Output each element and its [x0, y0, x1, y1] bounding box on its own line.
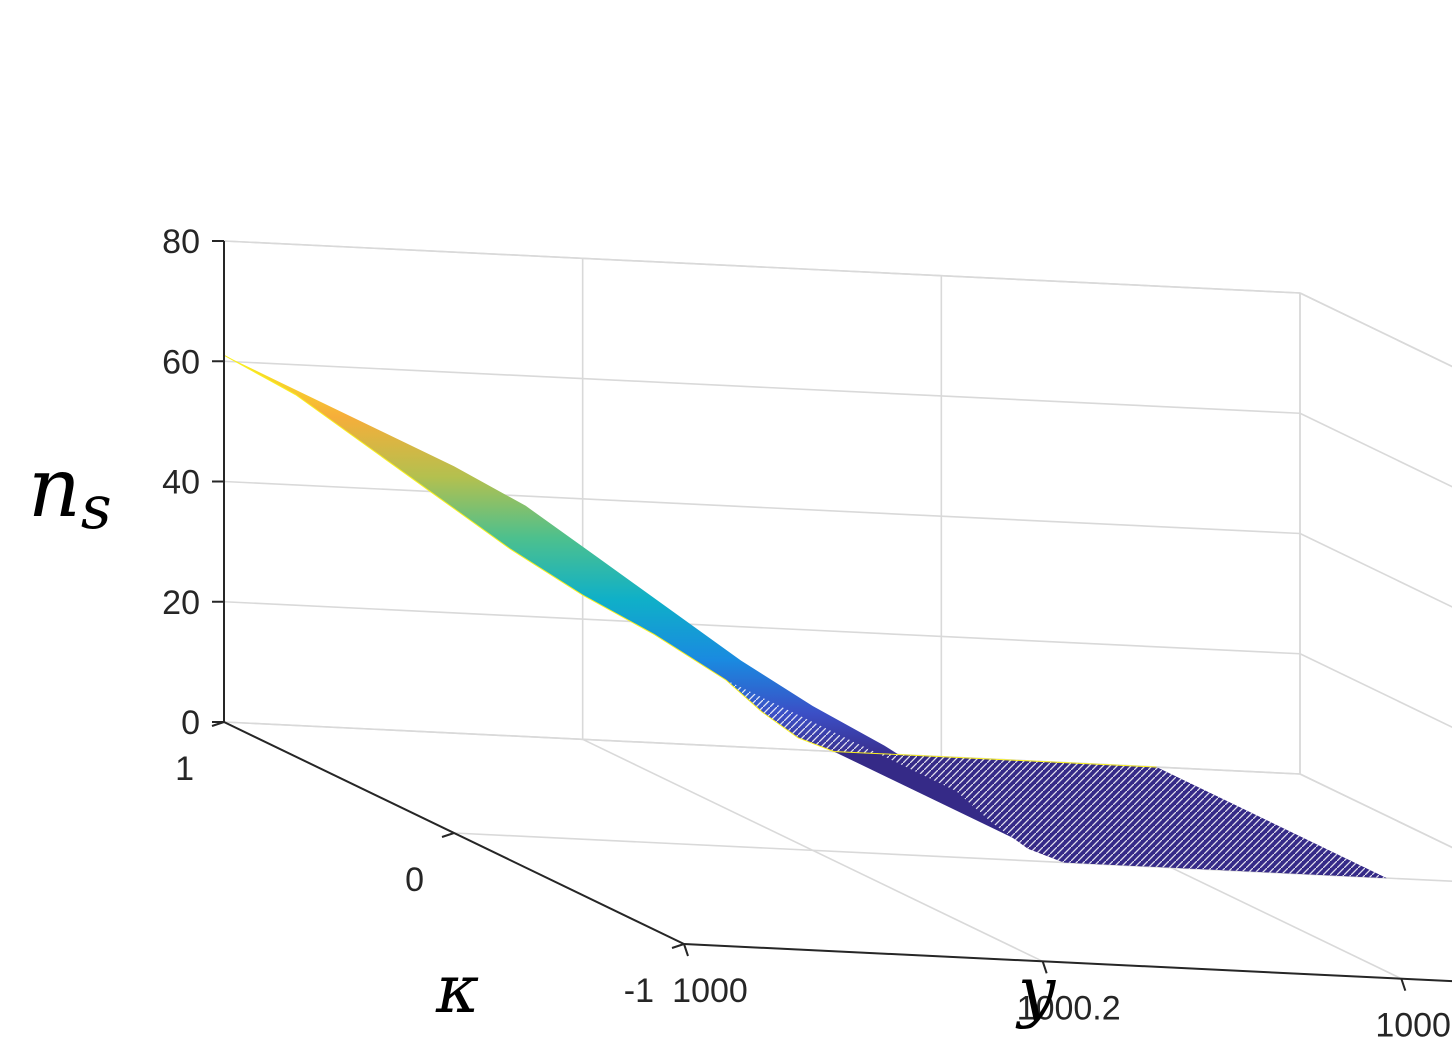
- box-edge: [223, 240, 1301, 294]
- z-tick-label: 40: [162, 464, 200, 502]
- y-tick-mark: [1041, 961, 1048, 974]
- surface: [223, 354, 1387, 879]
- y-axis-line: [683, 943, 1452, 983]
- z-axis-label: ns: [28, 441, 112, 543]
- surface-back-edge: [223, 354, 1157, 768]
- grid-line-side-z: [1299, 292, 1452, 368]
- z-tick-label: 60: [162, 343, 200, 381]
- kappa-tick-label: 0: [405, 861, 424, 899]
- grid-line-side-z: [1299, 412, 1452, 488]
- y-tick-label: 1000.4: [1375, 1007, 1452, 1045]
- surface-mesh-band: [726, 680, 1387, 879]
- kappa-tick-mark: [211, 721, 225, 727]
- y-tick-mark: [1400, 978, 1407, 991]
- grid-line-back-z: [223, 480, 1301, 535]
- grid-line-side-z: [1299, 532, 1452, 608]
- box-edge: [1299, 292, 1452, 368]
- y-tick-label: 1000: [672, 972, 748, 1010]
- y-tick-mark: [683, 943, 689, 957]
- z-axis-label-subscript: s: [81, 473, 112, 543]
- grid-line-side-z: [1299, 773, 1452, 849]
- grid-line-floor-y: [1299, 773, 1452, 849]
- kappa-tick-mark: [671, 943, 685, 949]
- kappa-tick-label: -1: [624, 972, 654, 1010]
- z-tick-label: 20: [162, 584, 200, 622]
- kappa-tick-label: 1: [175, 750, 194, 788]
- y-tick-label: 1000.2: [1017, 989, 1121, 1027]
- z-tick-label: 0: [181, 704, 200, 742]
- grid-line-side-z: [1299, 653, 1452, 728]
- grid-line-back-z: [223, 600, 1301, 655]
- kappa-tick-mark: [441, 832, 455, 838]
- y-axis-label: κ: [435, 951, 479, 1028]
- x-axis-label: y: [1015, 953, 1056, 1030]
- grid-line-floor-k: [683, 943, 1452, 982]
- grid-line-back-z: [223, 360, 1301, 415]
- z-tick-label: 80: [162, 223, 200, 261]
